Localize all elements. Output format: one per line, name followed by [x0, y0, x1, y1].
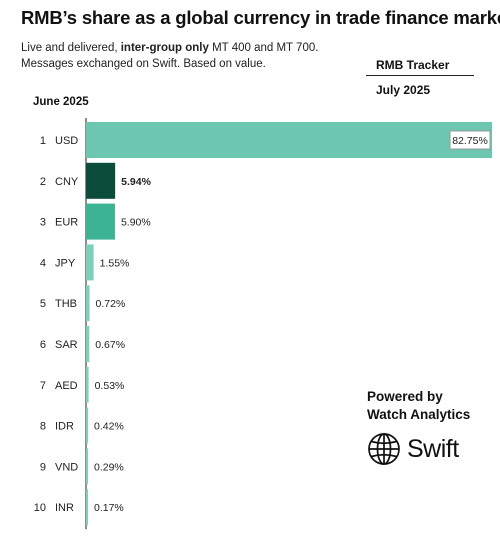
globe-icon — [368, 433, 400, 465]
currency-label: AED — [55, 380, 78, 392]
tracker-label: RMB Tracker — [376, 58, 450, 72]
rank-label: 10 — [34, 502, 46, 514]
period-label: June 2025 — [33, 96, 89, 108]
value-label: 82.75% — [452, 135, 488, 147]
rank-label: 4 — [40, 257, 46, 269]
value-label: 0.29% — [94, 461, 124, 473]
bar-jpy — [86, 244, 94, 281]
currency-label: EUR — [55, 217, 78, 229]
currency-label: IDR — [55, 421, 74, 433]
chart-title: RMB’s share as a global currency in trad… — [21, 7, 500, 28]
bar-cny — [86, 162, 116, 199]
value-label: 0.72% — [96, 298, 126, 310]
value-label: 0.42% — [94, 421, 124, 433]
bar-thb — [86, 285, 90, 322]
currency-label: VND — [55, 461, 78, 473]
currency-label: THB — [55, 298, 77, 310]
subtitle-line-2: Messages exchanged on Swift. Based on va… — [21, 58, 266, 70]
value-label: 5.94% — [121, 176, 151, 188]
rank-label: 3 — [40, 217, 46, 229]
tracker-date: July 2025 — [376, 83, 431, 97]
logo-text: Swift — [407, 434, 459, 463]
rank-label: 5 — [40, 298, 46, 310]
currency-label: USD — [55, 135, 78, 147]
currency-label: SAR — [55, 339, 78, 351]
rank-label: 2 — [40, 176, 46, 188]
bar-sar — [86, 326, 90, 362]
rank-label: 8 — [40, 421, 46, 433]
currency-label: CNY — [55, 176, 79, 188]
company-name: Watch Analytics — [367, 407, 471, 422]
bar-vnd — [86, 448, 88, 485]
value-label-box — [449, 130, 491, 150]
bar-aed — [86, 366, 89, 403]
value-label: 0.67% — [95, 339, 125, 351]
swift-logo: Swift — [367, 431, 459, 467]
rank-label: 9 — [40, 461, 46, 473]
subtitle-prefix: Live and delivered, — [21, 42, 121, 54]
value-label: 0.53% — [95, 380, 125, 392]
tracker-divider — [366, 75, 474, 76]
subtitle-suffix: MT 400 and MT 700. — [208, 42, 319, 54]
subtitle-line-1: Live and delivered, inter-group only MT … — [21, 42, 318, 54]
rank-label: 1 — [40, 135, 46, 147]
currency-label: JPY — [55, 257, 76, 269]
powered-by: Powered by Watch Analytics — [367, 388, 470, 424]
value-label: 1.55% — [100, 257, 130, 269]
subtitle-bold: inter-group only — [120, 42, 209, 54]
currency-label: INR — [55, 502, 74, 514]
value-label: 5.90% — [121, 217, 151, 229]
powered-by-label: Powered by — [367, 389, 443, 404]
bar-usd — [86, 122, 492, 158]
rank-label: 7 — [40, 380, 46, 392]
bar-inr — [86, 489, 88, 526]
value-label: 0.17% — [94, 502, 124, 514]
rank-label: 6 — [40, 339, 46, 351]
bar-eur — [86, 203, 115, 240]
bar-idr — [86, 407, 89, 444]
